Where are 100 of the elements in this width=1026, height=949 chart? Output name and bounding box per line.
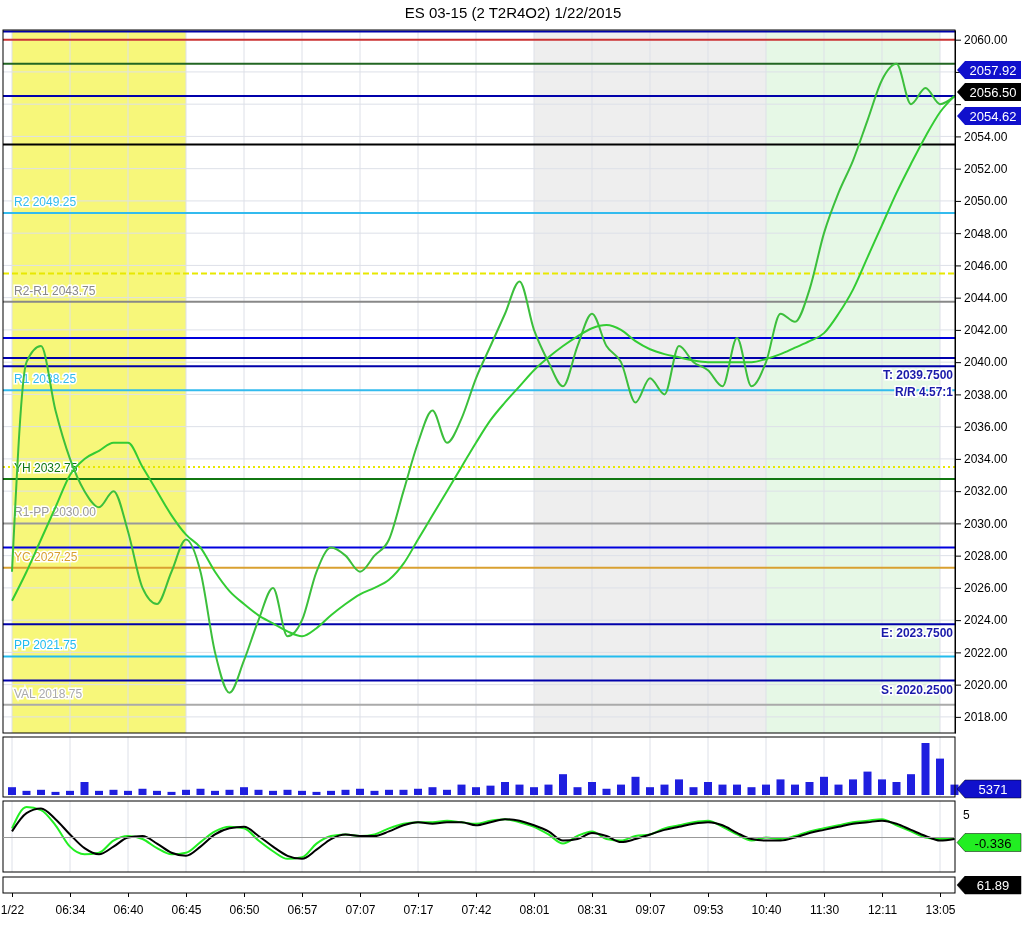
bar [892,782,901,795]
y-tick-label: 2030.00 [964,516,1008,531]
bar [501,782,509,795]
bar [327,790,335,795]
y-tick-label: 2032.00 [964,484,1008,499]
bar [399,789,408,795]
bar [51,791,60,795]
bar [936,758,944,795]
bar [878,779,886,795]
ref-line-label: R2-R1 2043.75 [14,283,96,298]
bar [921,743,930,795]
category-label: 06:57 [287,903,318,918]
bar [617,784,625,795]
bar [153,790,161,795]
category-label: 1/22 [0,903,25,918]
bar [573,787,582,795]
bar [762,784,770,795]
y-tick-label: 2022.00 [964,645,1008,660]
bar [167,791,176,795]
y-tick-label: 2048.00 [964,226,1008,241]
bar [675,779,683,795]
bar [138,788,147,795]
category-label: 06:45 [171,903,202,918]
text: 5 [963,808,970,822]
bar [196,788,205,795]
bar [80,782,89,795]
bar [646,787,654,795]
category-label: 13:05 [925,903,956,918]
bar [544,784,553,795]
bar [559,774,567,795]
text: -0.336 [974,835,1012,851]
category-label: 06:40 [113,903,144,918]
bar [631,776,640,795]
category-label: 12:11 [867,903,898,918]
text: 5371 [978,782,1008,797]
bar [443,789,451,795]
bar [109,789,118,795]
text: 2057.92 [969,63,1017,78]
category-label: 10:40 [751,903,782,918]
bar [776,779,785,795]
y-tick-label: 2060.00 [964,33,1008,48]
bar [22,790,31,795]
bar [820,776,828,795]
bar [211,790,219,795]
ref-line-label: T: 2039.7500 [882,368,954,383]
y-tick-label: 2054.00 [964,129,1008,144]
ref-line-label: VAL 2018.75 [14,686,83,701]
bar [834,784,843,795]
y-tick-label: 2036.00 [964,419,1008,434]
bar [747,787,756,795]
bar [689,787,698,795]
bar [385,789,393,795]
y-tick-label: 2020.00 [964,677,1008,692]
category-label: 09:53 [693,903,724,918]
category-label: 07:07 [345,903,376,918]
bar [805,782,814,795]
bar [312,791,321,795]
text: 2054.62 [969,109,1017,124]
chart-title: ES 03-15 (2 T2R4O2) 1/22/2015 [403,4,623,21]
category-label: 07:42 [461,903,492,918]
bar [486,785,495,795]
bar [283,789,292,795]
text: 61.89 [976,878,1010,893]
ref-line-label: E: 2023.7500 [880,626,954,641]
bar [588,782,596,795]
bar [182,789,190,795]
category-label: 08:01 [519,903,550,918]
bar [341,789,350,795]
category-label: 06:34 [55,903,86,918]
y-tick-label: 2026.00 [964,581,1008,596]
bar [660,784,669,795]
bar [269,790,277,795]
bar [791,784,799,795]
category-label: 09:07 [635,903,666,918]
bar [733,784,741,795]
bar [356,788,364,795]
y-tick-label: 2042.00 [964,323,1008,338]
y-tick-label: 2034.00 [964,452,1008,467]
y-tick-label: 2024.00 [964,613,1008,628]
y-tick-label: 2046.00 [964,258,1008,273]
bar [95,790,103,795]
bar [863,771,872,795]
y-tick-label: 2038.00 [964,387,1008,402]
bar [718,784,727,795]
bar [530,787,538,795]
bar [37,789,45,795]
bar [704,782,712,795]
ref-line-label: R2 2049.25 [14,195,77,210]
bar [428,787,437,795]
y-tick-label: 2040.00 [964,355,1008,370]
category-label: 06:50 [229,903,260,918]
bar [602,788,611,795]
bar [225,789,234,795]
bar [849,779,857,795]
y-tick-label: 2018.00 [964,710,1008,725]
bar [298,790,306,795]
ref-line-label: S: 2020.2500 [880,682,954,697]
bar [414,788,422,795]
bar [515,784,524,795]
bar [370,790,379,795]
